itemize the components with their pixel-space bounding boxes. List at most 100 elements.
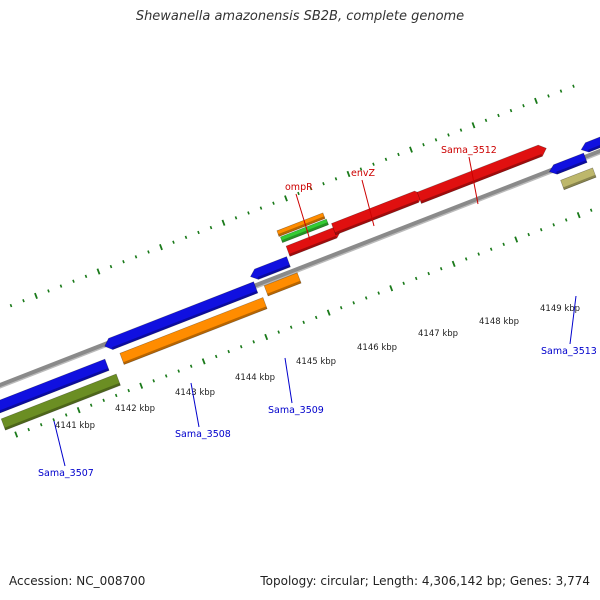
inner-tick-mark <box>152 379 155 383</box>
gene-label-leader <box>361 179 375 227</box>
outer-tick-mark <box>409 146 413 153</box>
inner-tick-mark <box>514 236 519 243</box>
inner-tick-mark <box>439 267 443 271</box>
gene-label-leader <box>53 420 66 467</box>
gene-label-leader <box>190 382 200 428</box>
tick-label: 4143 kbp <box>175 388 215 398</box>
outer-tick-mark <box>359 167 363 171</box>
cds-sama-3508 <box>104 281 259 350</box>
gene-label[interactable]: Sama_3512 <box>441 145 497 156</box>
outer-tick-mark <box>197 230 200 235</box>
inner-tick-mark <box>464 257 468 261</box>
gene-sama-3509-orange-shade <box>267 280 302 296</box>
inner-tick-mark <box>139 382 144 389</box>
outer-tick-mark <box>309 186 313 191</box>
outer-tick-mark <box>9 303 13 308</box>
outer-tick-mark <box>334 177 338 181</box>
cds-sama-3507-shade <box>0 368 110 413</box>
genome-backbone <box>0 148 600 389</box>
gene-sama-3508-orange-shade <box>123 306 268 365</box>
inner-tick-mark <box>414 276 418 281</box>
outer-tick-mark <box>96 268 101 275</box>
inner-tick-mark <box>201 358 206 365</box>
inner-tick-mark <box>52 418 55 422</box>
inner-tick-marks <box>14 208 593 438</box>
inner-tick-mark <box>352 301 355 305</box>
outer-tick-mark <box>134 255 138 259</box>
gene-label[interactable]: ompR <box>285 182 313 193</box>
cds-envz-shade <box>334 200 419 235</box>
inner-tick-mark <box>114 393 118 398</box>
cds-sama-3514-shade <box>588 145 600 153</box>
outer-tick-mark <box>272 201 275 205</box>
inner-tick-mark <box>552 223 555 227</box>
outer-tick-mark <box>497 113 500 118</box>
inner-tick-mark <box>427 271 430 276</box>
cds-sama-3514 <box>580 136 600 153</box>
outer-tick-mark <box>434 138 438 142</box>
gene-label-leaders <box>53 156 577 467</box>
outer-tick-mark <box>209 225 213 230</box>
inner-tick-mark <box>477 252 480 256</box>
inner-tick-mark <box>102 398 105 403</box>
inner-tick-mark <box>339 306 343 310</box>
outer-tick-mark <box>159 243 163 251</box>
gene-label-leader <box>468 156 479 205</box>
inner-tick-mark <box>64 413 68 417</box>
cds-sama-3507 <box>0 358 110 414</box>
gene-ompr-orange <box>276 212 326 237</box>
gene-label[interactable]: Sama_3509 <box>268 405 324 416</box>
outer-tick-mark <box>109 264 113 269</box>
cds-sama-3509-shade <box>257 264 291 280</box>
outer-tick-mark <box>572 84 575 88</box>
outer-tick-mark <box>522 104 525 108</box>
inner-tick-mark <box>27 427 30 432</box>
inner-tick-mark <box>527 232 530 237</box>
outer-tick-marks <box>9 84 575 308</box>
outer-tick-mark <box>122 260 125 264</box>
map-title: Shewanella amazonensis SB2B, complete ge… <box>135 9 465 24</box>
gene-sama-3513-khaki <box>560 167 597 191</box>
inner-tick-mark <box>302 320 305 325</box>
cds-sama-3513 <box>548 152 588 175</box>
outer-tick-mark <box>47 289 50 293</box>
cds-ompr-shade <box>289 235 337 257</box>
outer-tick-mark <box>72 279 75 283</box>
inner-tick-mark <box>39 423 43 427</box>
tick-label: 4144 kbp <box>235 373 275 383</box>
inner-tick-mark <box>89 403 93 407</box>
inner-tick-mark <box>177 369 180 373</box>
inner-tick-mark <box>589 208 593 212</box>
outer-tick-mark <box>172 240 175 244</box>
inner-tick-mark <box>326 309 331 316</box>
outer-tick-mark <box>184 235 188 240</box>
outer-tick-mark <box>284 195 288 202</box>
gene-label[interactable]: Sama_3507 <box>38 468 94 479</box>
accession-text: Accession: NC_008700 <box>9 574 146 588</box>
outer-tick-mark <box>84 274 88 279</box>
tick-label: 4142 kbp <box>115 404 155 414</box>
inner-tick-mark <box>227 349 230 354</box>
outer-tick-mark <box>372 162 375 166</box>
gene-label-leader <box>569 295 577 345</box>
outer-tick-mark <box>247 211 250 215</box>
inner-tick-mark <box>489 247 493 251</box>
outer-tick-mark <box>422 143 425 147</box>
inner-tick-mark <box>239 345 243 349</box>
tick-label: 4146 kbp <box>357 343 397 353</box>
inner-tick-mark <box>252 340 255 344</box>
inner-tick-mark <box>402 281 405 286</box>
gene-label[interactable]: Sama_3508 <box>175 429 231 440</box>
gene-ompr-orange-shade <box>278 216 325 237</box>
backbone-line <box>0 148 600 388</box>
gene-label-leader <box>284 357 293 404</box>
gene-label-leader <box>295 193 311 241</box>
gene-label[interactable]: Sama_3513 <box>541 346 597 357</box>
gene-label[interactable]: envZ <box>351 168 375 179</box>
inner-tick-mark <box>214 354 218 359</box>
gene-sama-3507-olive <box>0 373 121 431</box>
outer-tick-mark <box>471 122 476 129</box>
tick-label: 4141 kbp <box>55 421 95 431</box>
